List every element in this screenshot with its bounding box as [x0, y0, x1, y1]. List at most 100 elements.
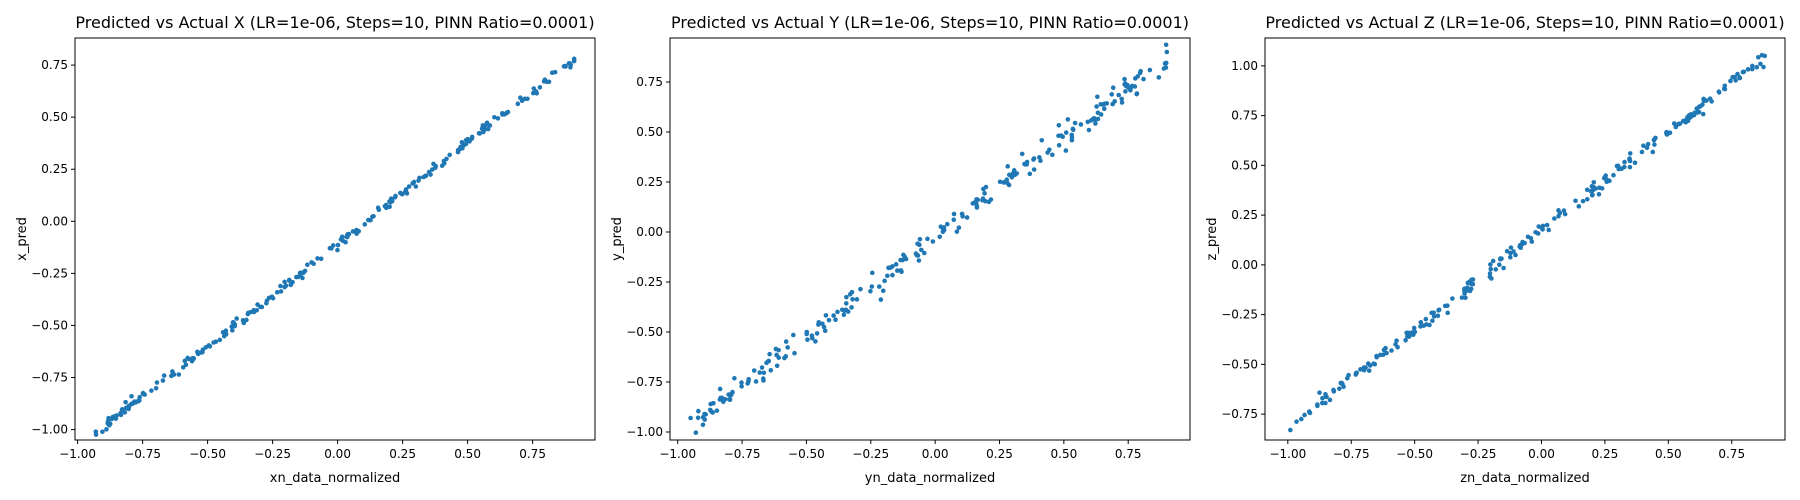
data-point [311, 261, 316, 267]
x-tick-label: −0.50 [1396, 447, 1433, 461]
data-point [288, 282, 294, 288]
data-point [751, 368, 757, 373]
data-point [1700, 111, 1706, 117]
data-point [460, 145, 465, 151]
data-point [487, 123, 493, 128]
data-point [882, 278, 887, 284]
data-point [133, 400, 138, 405]
data-point [1163, 42, 1169, 48]
data-point [1673, 124, 1679, 130]
data-point [710, 410, 716, 415]
data-point [1031, 156, 1037, 161]
data-point [1470, 281, 1476, 287]
data-point [1627, 156, 1632, 161]
data-point [1371, 361, 1376, 366]
data-point [1695, 110, 1700, 115]
data-point [1423, 316, 1429, 322]
y-tick-label: −0.25 [31, 266, 68, 280]
data-point [426, 169, 432, 175]
data-point [1394, 338, 1399, 343]
data-point [1591, 179, 1597, 185]
data-point [1696, 104, 1702, 110]
data-point [515, 101, 521, 107]
data-point [956, 225, 962, 230]
y-tick-label: 0.00 [636, 225, 663, 239]
data-point [571, 56, 577, 62]
data-point [1529, 239, 1535, 244]
data-point [700, 422, 706, 428]
data-point [1403, 337, 1408, 343]
data-point [1122, 82, 1127, 87]
data-point [1138, 68, 1143, 74]
data-point [1490, 258, 1496, 264]
data-point [814, 331, 820, 336]
data-point [251, 309, 257, 315]
data-point [1501, 265, 1506, 271]
data-point [1063, 130, 1069, 135]
data-point [541, 78, 547, 84]
data-point [1677, 121, 1683, 126]
data-point [880, 288, 886, 294]
data-point [1358, 367, 1363, 372]
x-tick-label: 0.00 [922, 447, 949, 461]
data-point [761, 370, 767, 376]
data-point [485, 126, 491, 132]
data-point [746, 376, 751, 382]
data-point [1653, 135, 1658, 141]
data-point [823, 313, 829, 318]
data-point [106, 415, 111, 421]
data-point [1536, 224, 1542, 229]
data-point [930, 239, 936, 244]
data-point [129, 393, 134, 399]
y-axis-label-y: y_pred [610, 217, 625, 261]
data-point [429, 167, 435, 172]
data-point [1056, 142, 1062, 148]
data-point [940, 229, 946, 235]
y-tick-label: 0.25 [1231, 208, 1258, 222]
data-point [1580, 198, 1586, 204]
data-point [1427, 322, 1432, 328]
data-point [1761, 64, 1766, 70]
data-point [1627, 164, 1633, 170]
data-point [301, 270, 306, 276]
data-point [1641, 143, 1646, 148]
data-point [1135, 74, 1141, 79]
data-point [120, 407, 126, 412]
data-point [537, 85, 543, 90]
data-point [917, 236, 923, 242]
data-point [411, 179, 417, 185]
data-point [745, 381, 750, 386]
data-point [1704, 98, 1709, 103]
data-point [688, 415, 693, 421]
data-point [389, 198, 395, 204]
data-point [768, 367, 774, 373]
data-point [1389, 348, 1394, 353]
x-tick-label: 0.25 [986, 447, 1013, 461]
chart-title-y: Predicted vs Actual Y (LR=1e-06, Steps=1… [671, 13, 1189, 32]
data-point [791, 332, 796, 338]
data-point [773, 346, 779, 352]
data-point [774, 363, 780, 369]
data-point [100, 429, 105, 435]
data-point [899, 269, 904, 275]
data-point [203, 344, 209, 350]
data-point [282, 279, 287, 285]
data-point [1119, 100, 1125, 105]
data-point [217, 337, 223, 343]
data-point [1072, 120, 1078, 126]
data-point [1109, 92, 1115, 97]
data-point [234, 316, 239, 321]
data-point [783, 339, 789, 344]
data-point [1487, 271, 1493, 276]
data-point [695, 415, 701, 421]
data-point [1163, 60, 1169, 66]
data-point [854, 297, 860, 302]
data-point [1110, 85, 1116, 90]
data-point [1597, 185, 1602, 191]
data-point [335, 242, 341, 248]
points-y [688, 42, 1170, 435]
data-point [1019, 151, 1025, 157]
data-point [387, 204, 392, 210]
data-point [1730, 74, 1735, 80]
